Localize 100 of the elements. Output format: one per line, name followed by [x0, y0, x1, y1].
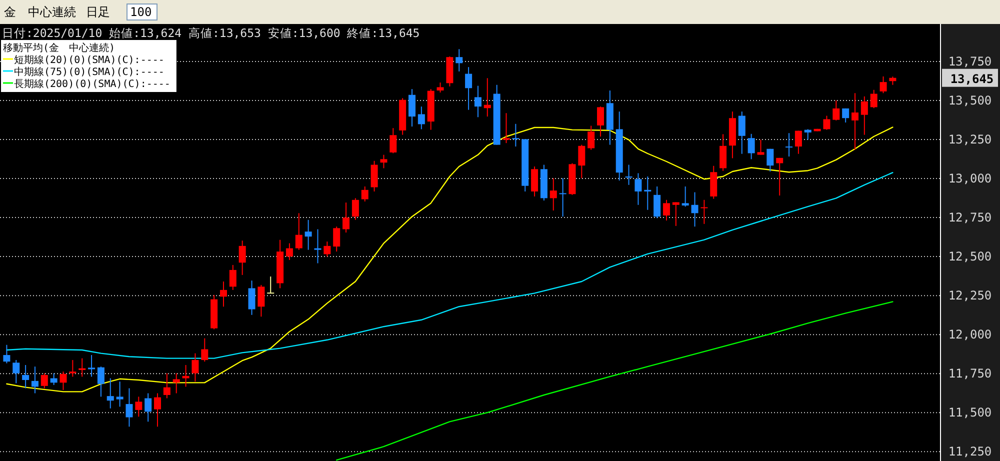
- candlestick: [40, 372, 48, 389]
- candlestick: [60, 371, 67, 390]
- candlestick: [172, 372, 180, 394]
- candlestick: [634, 172, 642, 206]
- legend-label: 長期線(200)(0)(SMA)(C):----: [14, 78, 170, 90]
- candlestick: [238, 240, 246, 276]
- candlestick: [794, 130, 802, 154]
- candlestick: [474, 85, 482, 118]
- candlestick: [662, 199, 670, 221]
- candlestick: [682, 186, 689, 208]
- legend-label: 短期線(20)(0)(SMA)(C):----: [14, 54, 164, 66]
- candlestick: [248, 280, 256, 316]
- candlestick: [201, 338, 208, 362]
- candlestick: [324, 241, 331, 258]
- candlestick: [295, 212, 302, 250]
- chart-subtitle: 中心連続: [28, 5, 76, 19]
- candlestick: [12, 360, 20, 384]
- candlestick: [465, 66, 472, 110]
- line-series: [336, 301, 894, 461]
- candlestick: [578, 144, 586, 179]
- line-series: [6, 126, 894, 392]
- candlestick: [738, 111, 746, 154]
- candlestick: [654, 186, 661, 219]
- candlestick: [550, 178, 557, 212]
- candlestick: [804, 128, 812, 140]
- candlestick: [22, 364, 30, 389]
- y-tick-label: 13,000: [948, 172, 992, 186]
- candlestick: [220, 281, 227, 308]
- candlestick: [880, 76, 887, 94]
- candlestick: [352, 198, 359, 220]
- candlestick: [748, 133, 755, 160]
- candlestick: [229, 264, 236, 290]
- candlestick: [786, 132, 793, 158]
- legend-title: 移動平均(金 中心連続): [3, 42, 116, 54]
- candlestick: [342, 202, 350, 234]
- candlestick: [258, 284, 265, 318]
- candlestick: [97, 366, 104, 398]
- candlestick: [408, 88, 416, 128]
- y-tick-label: 12,750: [948, 210, 992, 225]
- candlestick: [720, 134, 727, 172]
- candlestick: [361, 186, 368, 202]
- candlestick: [3, 344, 10, 364]
- y-tick-label: 13,250: [948, 132, 992, 146]
- text: 日足: [86, 5, 110, 19]
- candlestick: [691, 192, 698, 228]
- candlestick: [597, 106, 604, 138]
- candlestick: [870, 89, 878, 109]
- candlestick: [559, 178, 566, 218]
- candlestick: [776, 157, 784, 196]
- candlestick: [69, 360, 76, 378]
- candlestick: [512, 123, 520, 148]
- candlestick: [88, 354, 96, 378]
- candlestick: [390, 128, 397, 154]
- candlestick: [126, 388, 133, 428]
- line-series: [6, 172, 894, 359]
- candlestick: [672, 202, 680, 226]
- candlestick: [860, 96, 868, 136]
- legend-label: 中期線(75)(0)(SMA)(C):----: [14, 66, 164, 78]
- candlestick: [116, 381, 124, 408]
- candlestick: [484, 78, 491, 118]
- candlestick: [832, 100, 840, 121]
- candlestick: [163, 372, 170, 399]
- candlestick: [182, 364, 190, 388]
- candlestick: [436, 82, 444, 94]
- y-tick-label: 13,500: [948, 93, 992, 108]
- candlestick: [766, 148, 774, 172]
- y-tick-label: 11,750: [948, 366, 992, 381]
- candlestick: [154, 392, 162, 428]
- y-tick-label: 11,500: [948, 406, 992, 420]
- y-tick-label: 12,000: [948, 328, 992, 342]
- candlestick: [823, 115, 830, 130]
- chart-title: 金: [4, 5, 16, 19]
- candlestick: [31, 366, 38, 394]
- candlestick: [106, 378, 114, 409]
- y-tick-label: 12,250: [948, 288, 992, 303]
- candlestick: [50, 372, 58, 386]
- y-tick-label: 13,750: [948, 54, 992, 68]
- candlestick: [588, 125, 595, 150]
- candlestick: [380, 154, 388, 169]
- candlestick: [625, 164, 632, 186]
- candlestick: [644, 176, 652, 210]
- text: 100: [130, 5, 152, 19]
- candlestick: [757, 139, 764, 156]
- candlestick: [531, 166, 538, 197]
- candlestick: [135, 396, 142, 418]
- candlestick: [842, 108, 850, 123]
- candlestick: [304, 219, 312, 250]
- candlestick: [192, 352, 199, 382]
- annotation: 日付:2025/01/10 始値:13,624 高値:13,653 安値:13,600 終値:13,645: [2, 26, 420, 40]
- candlestick: [314, 228, 322, 264]
- candlestick: [502, 112, 510, 144]
- candlestick: [144, 392, 152, 422]
- candlestick: [286, 242, 293, 260]
- candlestick: [267, 276, 274, 294]
- candlestick: [852, 92, 858, 150]
- candlestick: [700, 199, 708, 224]
- candlestick: [370, 160, 378, 192]
- candlestick: [333, 226, 340, 252]
- text: 13,645: [950, 72, 994, 86]
- candlestick: [456, 48, 463, 72]
